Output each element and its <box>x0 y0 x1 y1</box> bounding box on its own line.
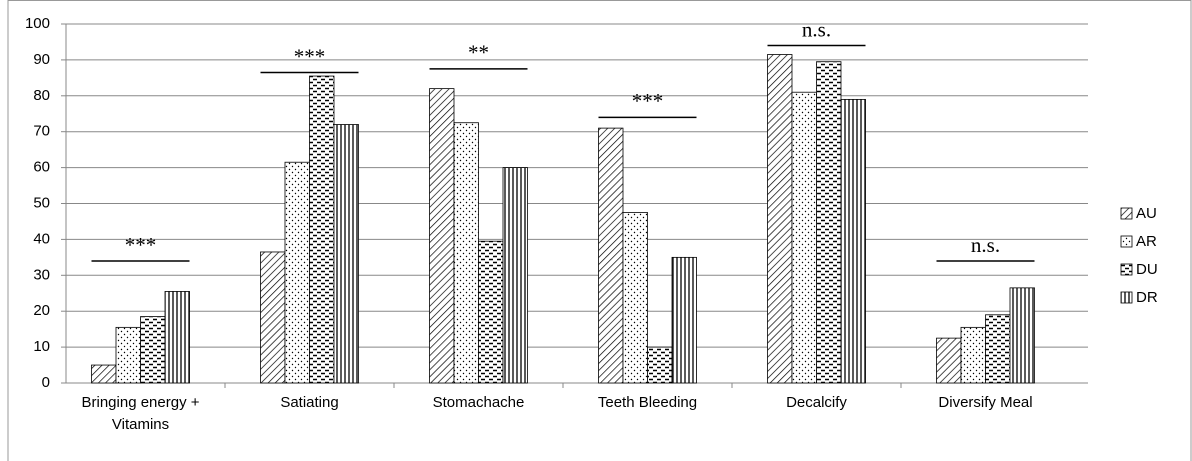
x-tick-label: Bringing energy + Vitamins <box>81 394 200 433</box>
significance-label: ** <box>468 41 489 65</box>
bar <box>164 291 190 384</box>
legend-swatch <box>1120 263 1133 276</box>
bar <box>115 326 141 384</box>
legend-label: AU <box>1136 205 1157 222</box>
significance-label: *** <box>632 89 664 113</box>
bar <box>816 61 842 384</box>
y-tick-label: 30 <box>33 266 50 283</box>
frame <box>7 0 1192 461</box>
y-tick-label: 40 <box>33 230 50 247</box>
bar <box>598 127 624 384</box>
legend-label: DR <box>1136 289 1158 306</box>
bar <box>1009 287 1035 384</box>
significance-label: *** <box>294 44 326 68</box>
bar <box>309 75 335 384</box>
x-tick-label: Satiating <box>280 394 339 411</box>
y-tick-label: 50 <box>33 194 50 211</box>
legend-swatch <box>1120 207 1133 220</box>
bar <box>333 124 359 384</box>
bar <box>453 122 479 384</box>
significance-label: *** <box>125 233 157 257</box>
legend-label: DU <box>1136 261 1158 278</box>
bar <box>260 251 286 384</box>
y-tick-label: 10 <box>33 338 50 355</box>
bar <box>647 346 673 384</box>
legend-label: AR <box>1136 233 1157 250</box>
y-tick-label: 70 <box>33 123 50 140</box>
legend-swatch <box>1120 235 1133 248</box>
y-tick-label: 0 <box>42 374 50 391</box>
x-tick-label: Decalcify <box>786 394 847 411</box>
bar <box>622 212 648 384</box>
y-tick-label: 20 <box>33 302 50 319</box>
bar <box>791 91 817 384</box>
y-tick-label: 90 <box>33 51 50 68</box>
y-tick-label: 80 <box>33 87 50 104</box>
bar <box>671 256 697 384</box>
x-tick-label: Teeth Bleeding <box>597 394 698 411</box>
y-tick-label: 100 <box>25 15 50 32</box>
bar <box>767 54 793 384</box>
bar <box>140 316 166 384</box>
bar <box>284 161 310 384</box>
x-tick-label: Diversify Meal <box>938 394 1033 411</box>
significance-label: n.s. <box>802 17 831 41</box>
significance-label: n.s. <box>971 233 1000 257</box>
bar <box>985 314 1011 384</box>
bar <box>960 326 986 384</box>
bar <box>429 88 455 384</box>
bar <box>502 167 528 384</box>
bar <box>936 337 962 384</box>
bar <box>840 98 866 384</box>
bar <box>91 364 117 384</box>
y-tick-label: 60 <box>33 159 50 176</box>
legend-swatch <box>1120 291 1133 304</box>
bar <box>478 240 504 384</box>
x-tick-label: Stomachache <box>432 394 525 411</box>
